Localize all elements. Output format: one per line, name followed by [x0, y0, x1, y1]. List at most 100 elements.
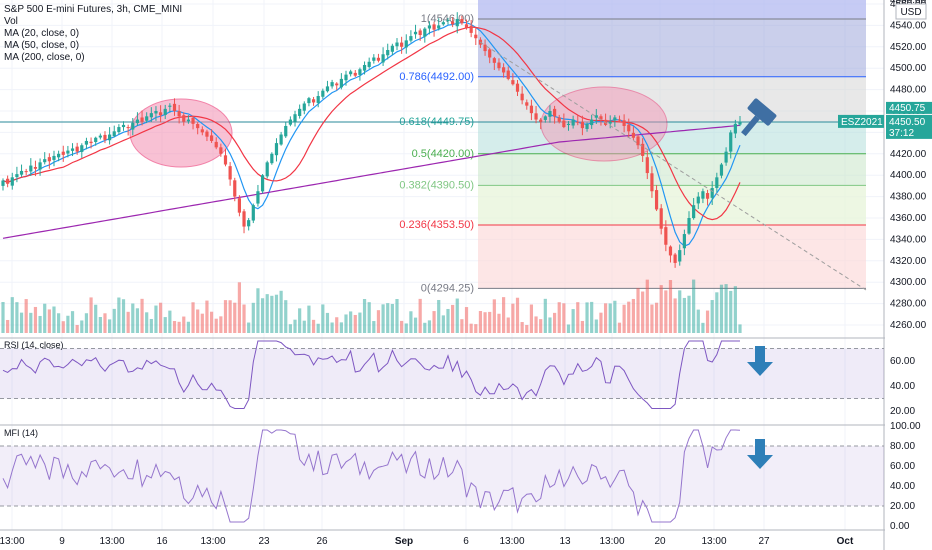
symbol-title[interactable]: S&P 500 E-mini Futures, 3h, CME_MINI	[4, 4, 183, 15]
fib-level-label: 0.5(4420.00)	[412, 148, 474, 160]
price-tick: 4280.00	[890, 299, 927, 310]
candle-body	[608, 121, 612, 124]
volume-bar	[353, 314, 357, 333]
volume-bar	[682, 297, 686, 333]
candle-body	[733, 123, 737, 134]
axis-bg	[885, 0, 932, 550]
price-axis[interactable]: 4560.004540.004520.004500.004480.004460.…	[838, 0, 932, 550]
candle-body	[307, 98, 311, 104]
candle-body	[200, 129, 204, 133]
candle-body	[353, 72, 357, 76]
volume-bar	[580, 320, 585, 333]
candle-body	[158, 112, 163, 116]
price-tick: 4380.00	[890, 192, 927, 203]
volume-bar	[585, 302, 589, 333]
volume-bar	[223, 300, 228, 333]
candle-body	[446, 20, 450, 22]
volume-bar	[464, 307, 469, 333]
candle-body	[242, 211, 246, 227]
time-axis[interactable]: 13:00 9 13:00 16 13:00 23 26 Sep 6 13:00 13 13:00 20…	[0, 536, 854, 547]
price-tick: 4540.00	[890, 20, 927, 31]
candle-body	[325, 86, 330, 92]
volume-bar	[515, 297, 520, 333]
volume-bar	[418, 298, 422, 333]
time-tick: 13:00	[0, 536, 25, 547]
volume-bar	[191, 302, 195, 333]
volume-bar	[302, 320, 306, 333]
candle-body	[738, 121, 742, 125]
volume-bar	[38, 315, 42, 333]
time-tick: 6	[463, 536, 469, 547]
volume-bar	[650, 304, 654, 333]
time-tick: 13:00	[99, 536, 124, 547]
annotation-icons[interactable]	[733, 98, 778, 469]
volume-bar	[247, 322, 251, 333]
candle-body	[372, 57, 376, 61]
volume-bar	[98, 317, 102, 333]
candle-body	[293, 114, 297, 122]
candle-body	[311, 99, 316, 103]
candle-body	[404, 40, 408, 48]
volume-bar	[539, 319, 543, 333]
fib-band-top	[478, 0, 866, 19]
volume-bar	[724, 284, 728, 333]
candle-body	[529, 105, 534, 114]
volume-bar	[325, 312, 330, 333]
candle-body	[24, 171, 28, 173]
candle-body	[400, 42, 404, 47]
candle-body	[506, 70, 510, 79]
volume-bar	[557, 302, 561, 333]
gavel-icon	[741, 98, 777, 137]
volume-bar	[692, 279, 696, 333]
volume-bar	[274, 294, 279, 333]
volume-bar	[214, 318, 218, 333]
fib-retracement[interactable]: 1(4546.00)0.786(4492.00)0.618(4449.75)0.…	[0, 0, 884, 294]
fib-level-label: 0.786(4492.00)	[399, 71, 474, 83]
volume-bar	[525, 324, 529, 333]
candle-body	[585, 123, 589, 129]
time-tick: 13:00	[200, 536, 225, 547]
ma50-label[interactable]: MA (50, close, 0)	[4, 40, 80, 51]
mfi-tick: 20.00	[890, 501, 915, 512]
vol-label[interactable]: Vol	[4, 16, 18, 27]
volume-bar	[103, 313, 107, 333]
time-tick: 13:00	[701, 536, 726, 547]
mfi-tick: 40.00	[890, 481, 915, 492]
volume-bar	[423, 322, 427, 333]
volume-bar	[506, 317, 510, 333]
volume-bar	[140, 298, 144, 333]
candle-body	[654, 190, 659, 210]
time-tick: 23	[258, 536, 270, 547]
candle-body	[673, 254, 677, 263]
volume-bar	[705, 310, 710, 333]
candle-body	[344, 74, 348, 81]
candle-body	[186, 119, 191, 122]
time-tick: 20	[654, 536, 666, 547]
volume-bar	[497, 313, 501, 333]
candle-body	[209, 135, 214, 141]
volume-bar	[664, 290, 668, 333]
ma20-label[interactable]: MA (20, close, 0)	[4, 28, 80, 39]
volume-bar	[404, 323, 408, 333]
volume-bar	[622, 304, 626, 333]
candle-body	[112, 131, 116, 137]
volume-bar	[367, 302, 371, 333]
candle-body	[84, 140, 89, 145]
volume-bar	[66, 315, 70, 333]
candle-body	[330, 82, 334, 87]
symbol-badge	[838, 114, 884, 128]
volume-bar	[284, 300, 288, 333]
ma200-label[interactable]: MA (200, close, 0)	[4, 52, 85, 63]
volume-bar	[270, 295, 274, 333]
candle-body	[321, 90, 325, 97]
rsi-label: RSI (14, close)	[4, 340, 64, 350]
close-price-tag	[886, 114, 932, 139]
volume-bar	[432, 311, 436, 333]
volume-bar	[386, 303, 390, 333]
volume-bar	[10, 297, 14, 333]
volume-bar	[80, 320, 84, 333]
candle-body	[460, 19, 464, 24]
volume-bar	[474, 324, 478, 333]
volume-bar	[117, 297, 121, 333]
